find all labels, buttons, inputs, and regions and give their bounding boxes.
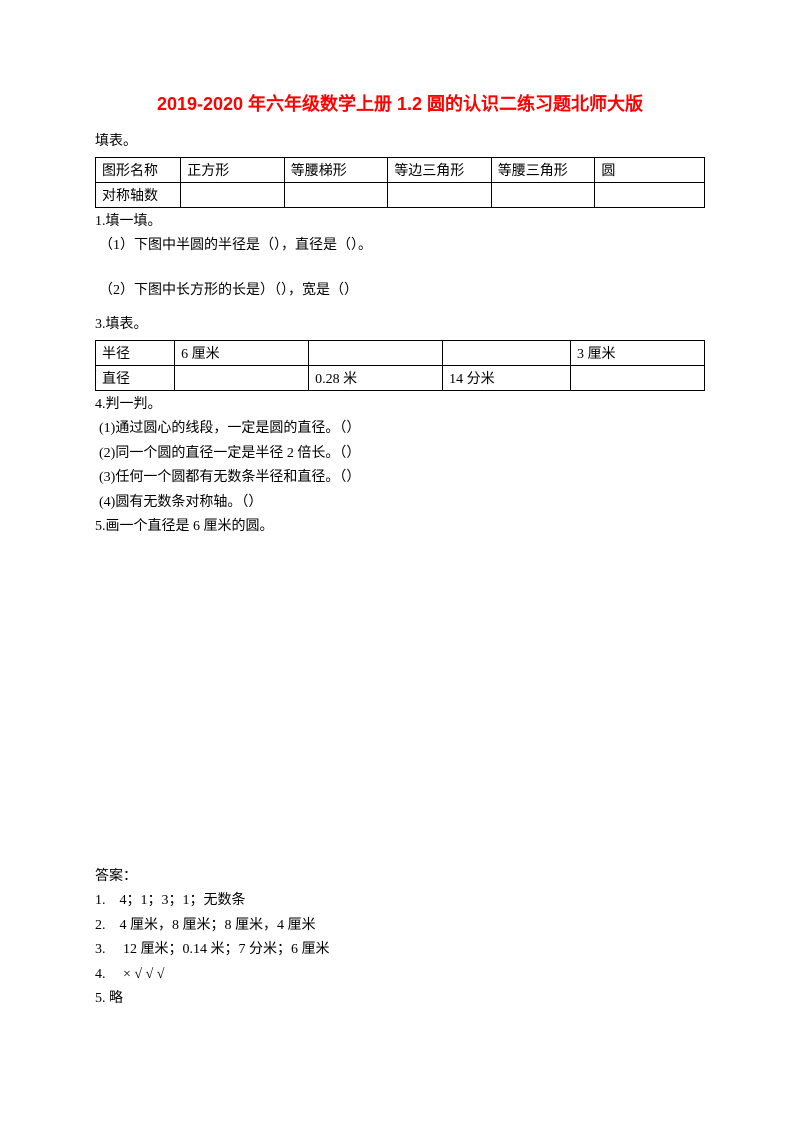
q4-d: (4)圆有无数条对称轴。（） [95, 491, 705, 516]
spacer [95, 259, 705, 279]
q4-c: (3)任何一个圆都有无数条半径和直径。（） [95, 466, 705, 491]
q4-label: 4.判一判。 [95, 393, 705, 418]
spacer [95, 303, 705, 313]
q4-b: (2)同一个圆的直径一定是半径 2 倍长。（） [95, 442, 705, 467]
answer-4: 4. × √ √ √ [95, 963, 705, 988]
cell: 等腰梯形 [284, 157, 388, 182]
q1-a: （1）下图中半圆的半径是（），直径是（）。 [95, 234, 705, 259]
answer-1: 1. 4；1；3；1；无数条 [95, 889, 705, 914]
q1-b: （2）下图中长方形的长是）（），宽是（） [95, 279, 705, 304]
cell: 圆 [595, 157, 705, 182]
cell: 对称轴数 [96, 182, 181, 207]
spacer [95, 540, 705, 865]
cell [595, 182, 705, 207]
cell [309, 340, 443, 365]
cell: 半径 [96, 340, 175, 365]
cell: 等腰三角形 [491, 157, 595, 182]
answers-label: 答案： [95, 865, 705, 890]
answer-2: 2. 4 厘米，8 厘米；8 厘米，4 厘米 [95, 914, 705, 939]
cell [570, 365, 704, 390]
cell [491, 182, 595, 207]
cell: 14 分米 [443, 365, 571, 390]
answer-5: 5. 略 [95, 987, 705, 1012]
page-title: 2019-2020 年六年级数学上册 1.2 圆的认识二练习题北师大版 [95, 90, 705, 116]
q4-a: (1)通过圆心的线段，一定是圆的直径。（） [95, 417, 705, 442]
q3-label: 3.填表。 [95, 313, 705, 338]
intro-text: 填表。 [95, 130, 705, 155]
cell: 6 厘米 [175, 340, 309, 365]
cell: 3 厘米 [570, 340, 704, 365]
cell: 0.28 米 [309, 365, 443, 390]
cell [284, 182, 388, 207]
table-row: 直径 0.28 米 14 分米 [96, 365, 705, 390]
table-shapes: 图形名称 正方形 等腰梯形 等边三角形 等腰三角形 圆 对称轴数 [95, 157, 705, 208]
cell [388, 182, 492, 207]
table-row: 图形名称 正方形 等腰梯形 等边三角形 等腰三角形 圆 [96, 157, 705, 182]
cell: 等边三角形 [388, 157, 492, 182]
answer-3: 3. 12 厘米；0.14 米；7 分米；6 厘米 [95, 938, 705, 963]
cell: 正方形 [181, 157, 285, 182]
table-radius-diameter: 半径 6 厘米 3 厘米 直径 0.28 米 14 分米 [95, 340, 705, 391]
cell: 直径 [96, 365, 175, 390]
table-row: 半径 6 厘米 3 厘米 [96, 340, 705, 365]
q1-label: 1.填一填。 [95, 210, 705, 235]
table-row: 对称轴数 [96, 182, 705, 207]
page-container: 2019-2020 年六年级数学上册 1.2 圆的认识二练习题北师大版 填表。 … [0, 0, 800, 1072]
cell [175, 365, 309, 390]
cell [443, 340, 571, 365]
cell [181, 182, 285, 207]
q5: 5.画一个直径是 6 厘米的圆。 [95, 515, 705, 540]
cell: 图形名称 [96, 157, 181, 182]
